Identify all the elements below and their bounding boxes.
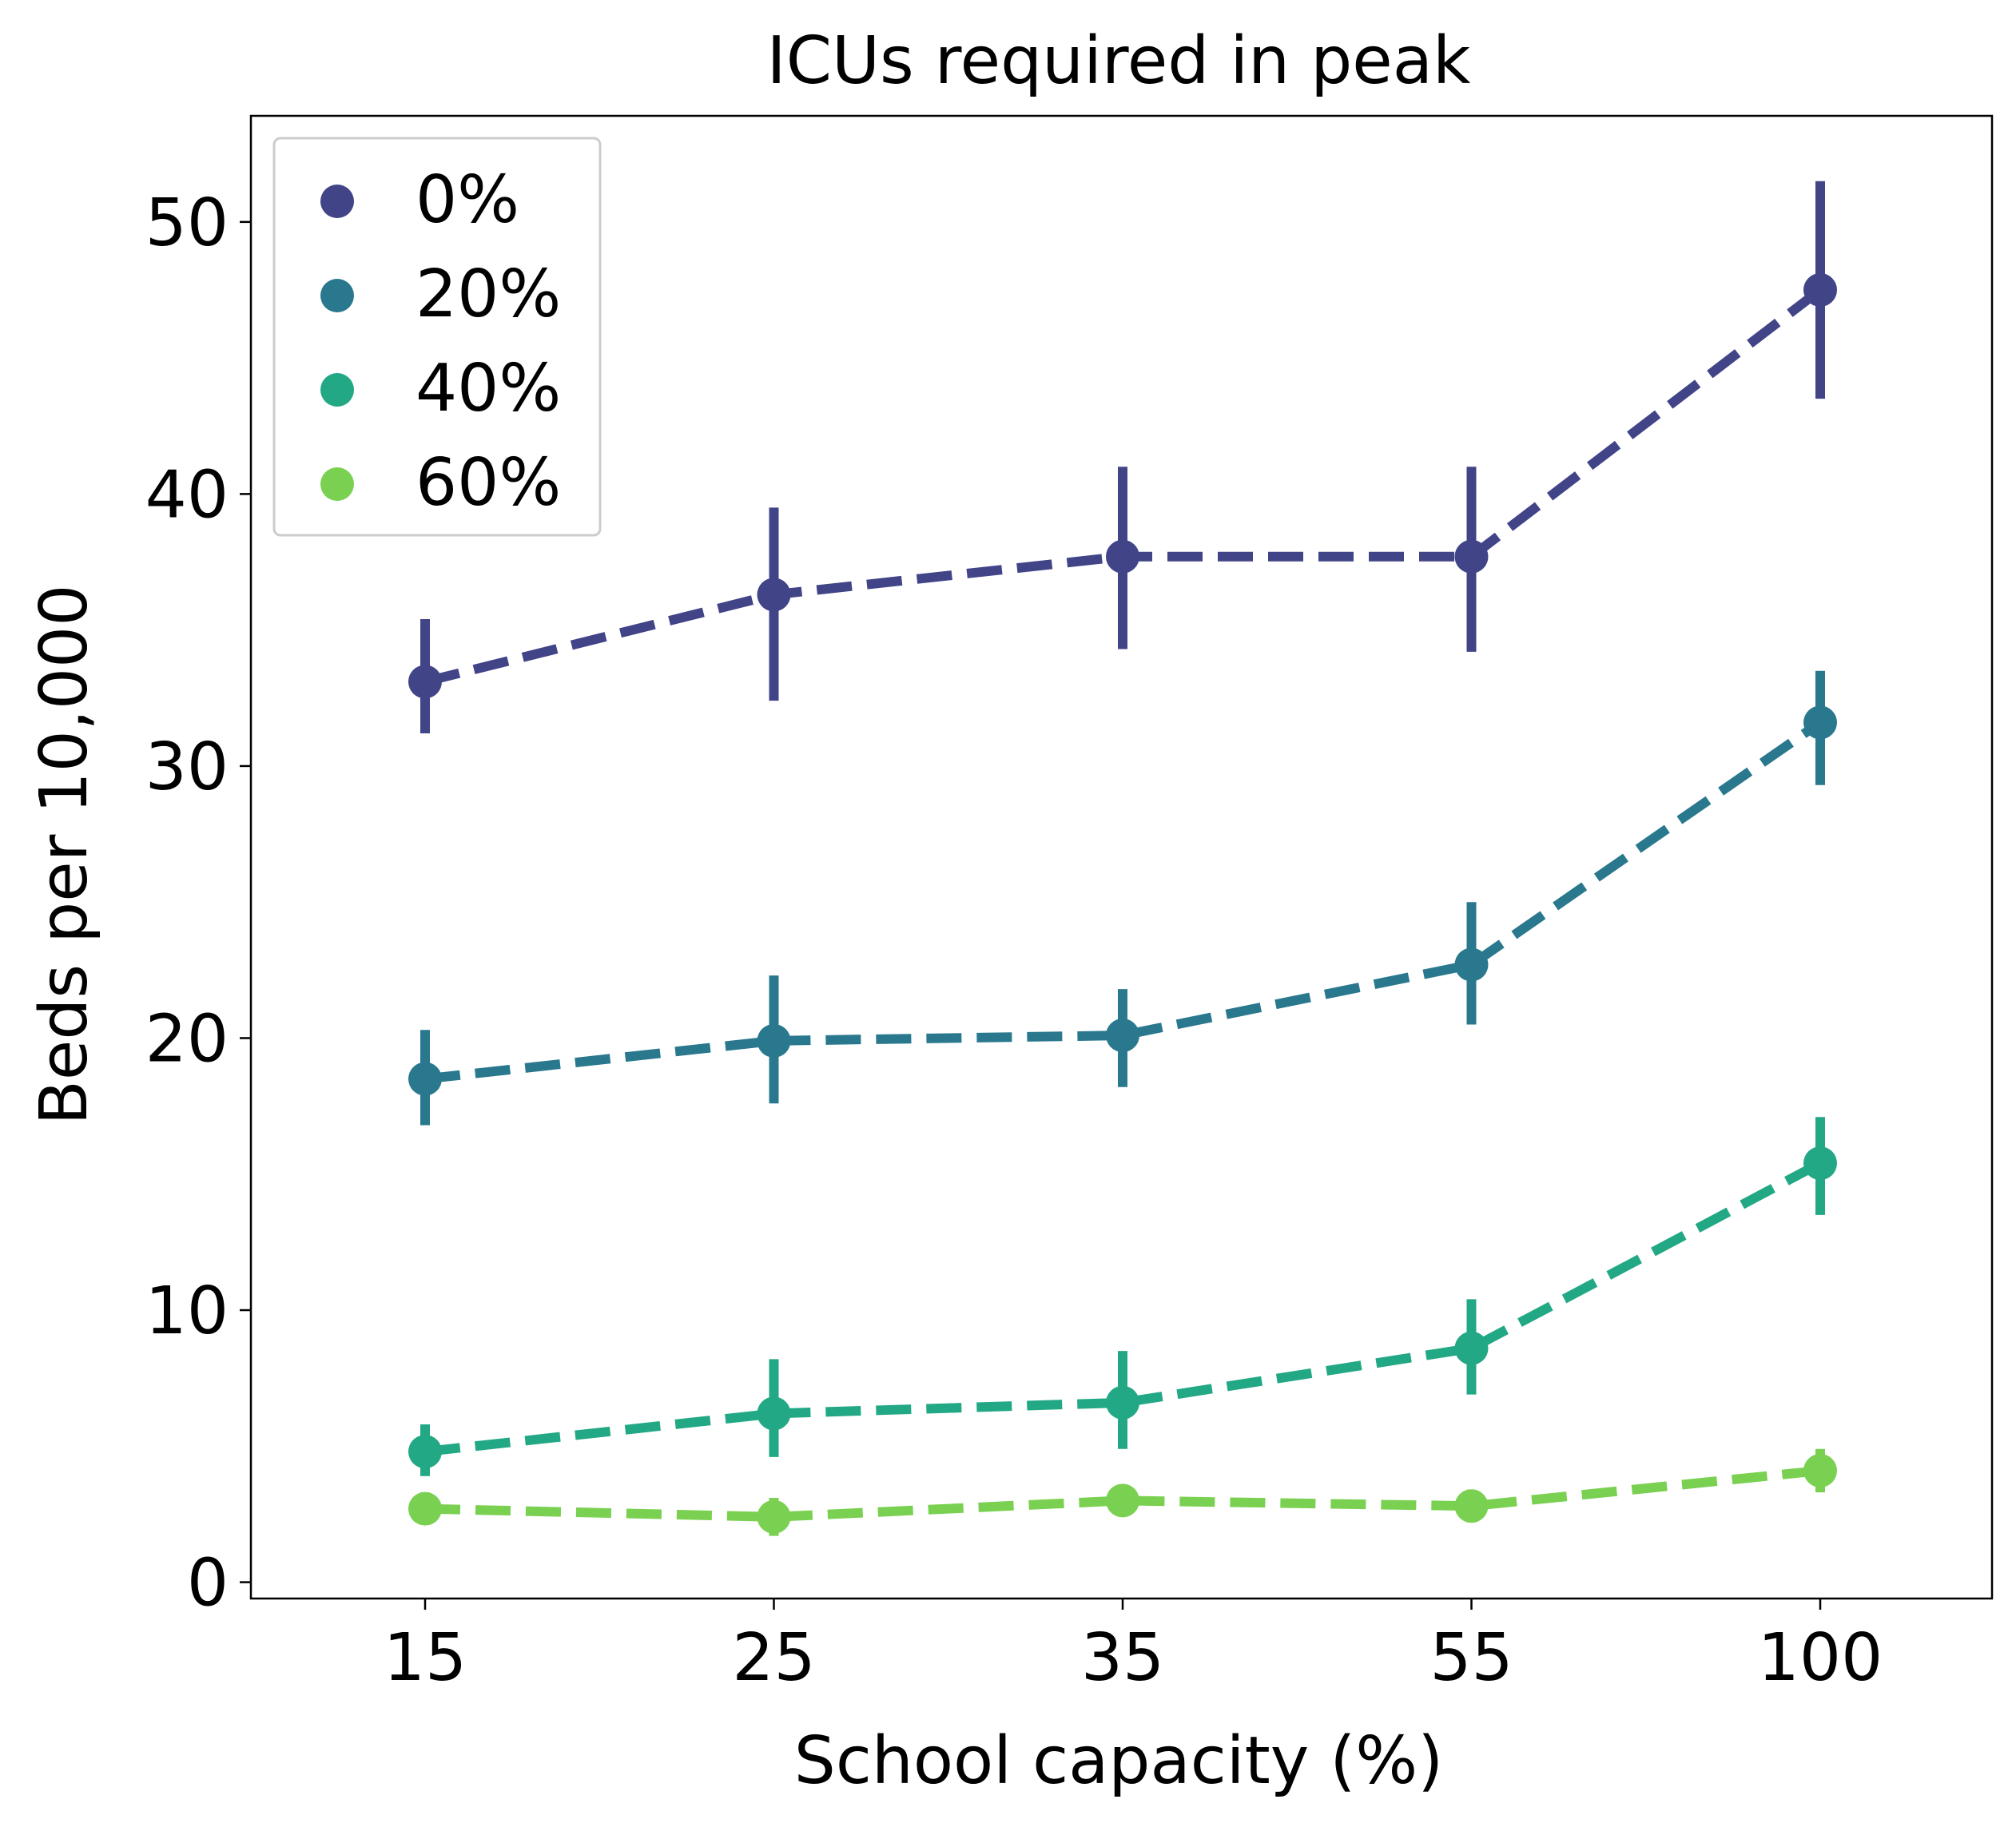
legend-marker [320, 185, 354, 218]
data-point [1454, 1331, 1489, 1365]
y-axis-label: Beds per 10,000 [26, 585, 102, 1126]
series-line [424, 1158, 1823, 1457]
legend-items: 0% 20% 40% 60% [320, 162, 561, 521]
y-tick-label: 20 [145, 1001, 229, 1077]
data-point [408, 1062, 442, 1096]
data-point [757, 1396, 791, 1431]
data-point [408, 1435, 442, 1469]
data-point [757, 578, 791, 612]
series-points [408, 272, 1837, 1534]
x-axis-label: School capacity (%) [794, 1723, 1443, 1799]
x-tick-label: 15 [384, 1620, 467, 1696]
x-tick-label: 25 [732, 1620, 815, 1696]
y-tick-label: 30 [145, 729, 229, 805]
data-point [1454, 1489, 1489, 1523]
x-tick-label: 55 [1429, 1620, 1513, 1696]
y-axis-ticks: 0 10 20 30 40 50 [145, 185, 251, 1622]
legend-label: 40% [416, 351, 561, 427]
data-point [757, 1023, 791, 1058]
data-point [757, 1499, 791, 1534]
data-point [1454, 539, 1489, 574]
data-point [408, 1491, 442, 1526]
data-point [1106, 1483, 1139, 1518]
y-tick-label: 50 [145, 185, 229, 261]
legend-marker [320, 373, 354, 407]
legend-box [272, 137, 602, 537]
legend: 0% 20% 40% 60% [272, 137, 602, 537]
data-point [1106, 1385, 1139, 1420]
data-point [1803, 705, 1837, 740]
y-tick-label: 0 [187, 1546, 229, 1622]
data-point [1803, 1146, 1837, 1181]
legend-marker [320, 279, 354, 312]
legend-label: 20% [416, 256, 561, 332]
chart-title: ICUs required in peak [767, 23, 1471, 99]
data-point [1803, 272, 1837, 307]
data-point [1803, 1453, 1837, 1487]
data-point [1106, 539, 1139, 574]
legend-label: 60% [416, 445, 561, 521]
x-axis-ticks: 15 25 35 55 100 [384, 1599, 1883, 1696]
series-line [424, 1465, 1821, 1522]
legend-marker [320, 467, 354, 501]
x-tick-label: 35 [1081, 1620, 1164, 1696]
plot-area-frame [249, 114, 1994, 1600]
error-bars [420, 181, 1825, 1536]
data-point [1454, 947, 1489, 982]
series-line [424, 718, 1823, 1084]
x-tick-label: 100 [1758, 1620, 1883, 1696]
data-point [1106, 1019, 1139, 1053]
y-tick-label: 10 [145, 1273, 229, 1349]
data-point [408, 665, 442, 699]
legend-label: 0% [416, 162, 519, 238]
y-tick-label: 40 [145, 457, 229, 533]
